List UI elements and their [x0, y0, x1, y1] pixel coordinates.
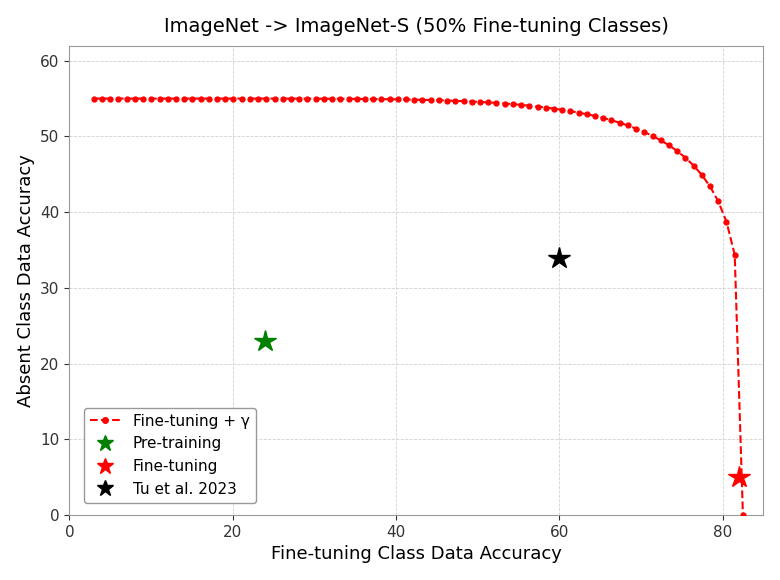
Title: ImageNet -> ImageNet-S (50% Fine-tuning Classes): ImageNet -> ImageNet-S (50% Fine-tuning …	[164, 17, 668, 35]
X-axis label: Fine-tuning Class Data Accuracy: Fine-tuning Class Data Accuracy	[271, 545, 562, 563]
Legend: Fine-tuning + γ, Pre-training, Fine-tuning, Tu et al. 2023: Fine-tuning + γ, Pre-training, Fine-tuni…	[84, 408, 256, 503]
Y-axis label: Absent Class Data Accuracy: Absent Class Data Accuracy	[16, 154, 34, 407]
